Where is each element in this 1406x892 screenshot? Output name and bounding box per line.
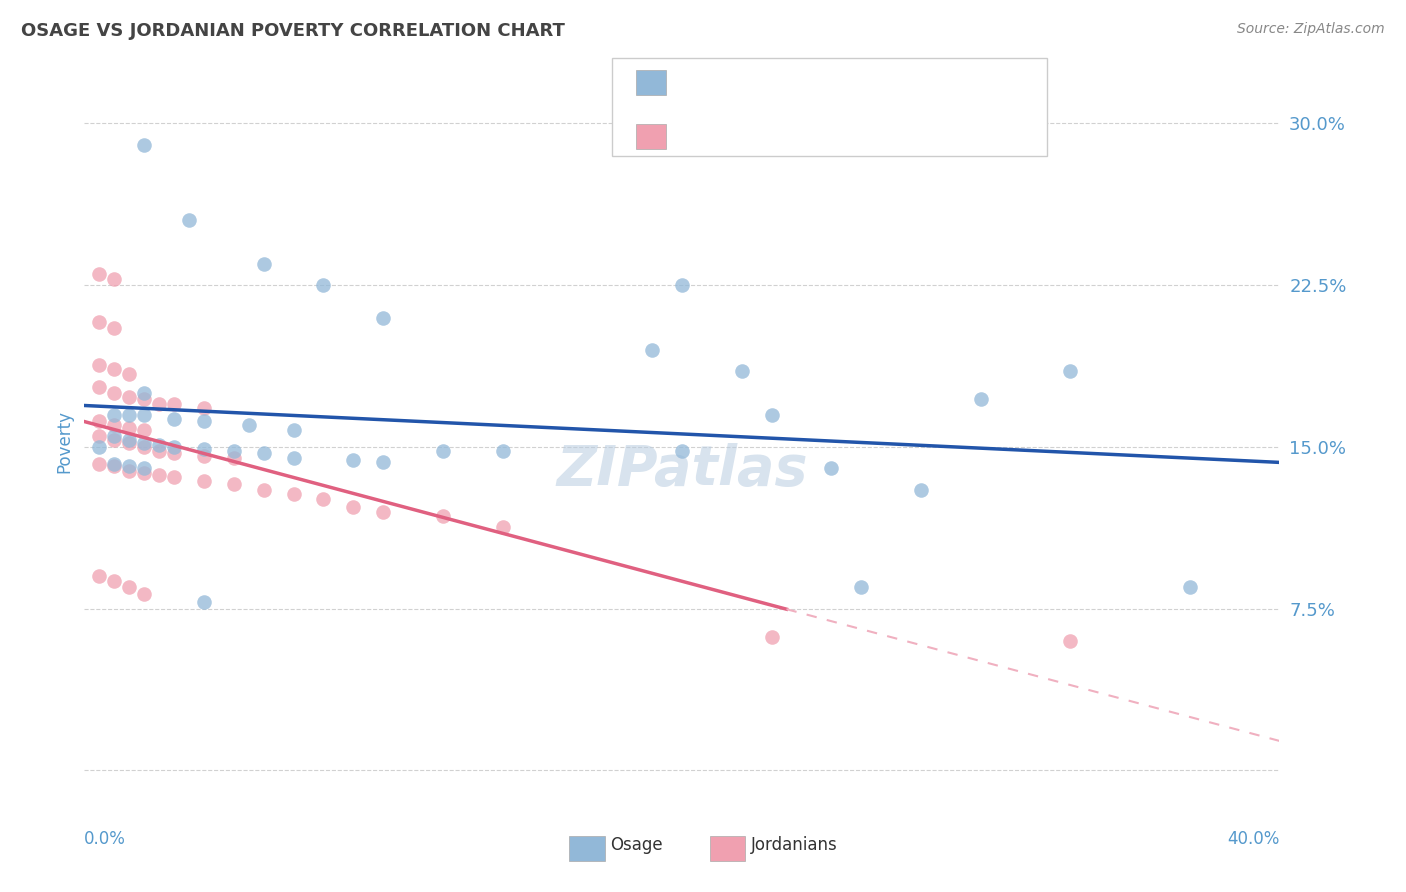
Point (148, 397, 170, 411)
Text: 40.0%: 40.0% (1227, 830, 1279, 847)
Text: OSAGE VS JORDANIAN POVERTY CORRELATION CHART: OSAGE VS JORDANIAN POVERTY CORRELATION C… (21, 22, 565, 40)
Text: Source: ZipAtlas.com: Source: ZipAtlas.com (1237, 22, 1385, 37)
Point (820, 461, 842, 475)
Point (342, 500, 364, 515)
Point (671, 278, 693, 293)
Point (253, 446, 276, 460)
Point (761, 408, 783, 422)
Point (970, 392, 993, 407)
Point (103, 408, 125, 422)
Point (148, 438, 170, 452)
Point (283, 450, 305, 465)
Point (163, 412, 186, 426)
Point (103, 362, 125, 376)
Point (671, 444, 693, 458)
Point (132, 386, 156, 401)
Point (132, 138, 156, 153)
Point (89, 569, 111, 583)
Point (761, 630, 783, 644)
Point (89, 429, 111, 443)
Point (132, 435, 156, 450)
Point (132, 408, 156, 422)
Point (283, 487, 305, 501)
Point (193, 595, 215, 609)
Y-axis label: Poverty: Poverty (55, 410, 73, 473)
Point (641, 343, 664, 357)
Point (492, 444, 515, 458)
Point (89, 440, 111, 454)
Point (118, 434, 141, 448)
Point (103, 574, 125, 588)
Point (177, 213, 200, 227)
Point (103, 418, 125, 433)
Point (222, 476, 245, 491)
Point (89, 358, 111, 372)
Point (118, 367, 141, 381)
Point (132, 423, 156, 437)
Point (89, 315, 111, 329)
Point (118, 390, 141, 404)
Point (342, 453, 364, 467)
Point (312, 278, 335, 293)
Point (222, 450, 245, 465)
Point (1178, 580, 1201, 594)
Point (118, 464, 141, 478)
Point (1059, 364, 1081, 378)
Point (910, 483, 932, 497)
Point (373, 505, 395, 519)
Point (132, 466, 156, 480)
Point (283, 423, 305, 437)
Point (238, 418, 260, 433)
Point (193, 475, 215, 489)
Point (148, 467, 170, 482)
Point (103, 429, 125, 443)
Point (148, 444, 170, 458)
Text: 0.0%: 0.0% (84, 830, 127, 847)
Point (193, 442, 215, 456)
Point (132, 586, 156, 600)
Point (89, 379, 111, 393)
Point (163, 470, 186, 484)
Point (89, 268, 111, 282)
Point (132, 440, 156, 454)
Text: R = -0.240  N = 47: R = -0.240 N = 47 (675, 128, 855, 145)
Point (163, 446, 186, 460)
Text: Osage: Osage (610, 836, 662, 854)
Point (89, 414, 111, 428)
Point (89, 457, 111, 471)
Text: R =   0.161  N = 42: R = 0.161 N = 42 (675, 74, 865, 92)
Point (851, 580, 873, 594)
Point (312, 491, 335, 506)
Point (163, 440, 186, 454)
Point (103, 434, 125, 448)
Point (118, 459, 141, 474)
Point (492, 520, 515, 534)
Point (103, 386, 125, 401)
Point (103, 321, 125, 335)
Point (1059, 634, 1081, 648)
Text: ZIPatlas: ZIPatlas (557, 443, 807, 498)
Point (432, 444, 454, 458)
Point (118, 435, 141, 450)
Point (103, 459, 125, 474)
Point (373, 310, 395, 325)
Point (193, 414, 215, 428)
Point (253, 483, 276, 497)
Point (432, 508, 454, 523)
Text: Jordanians: Jordanians (751, 836, 837, 854)
Point (193, 449, 215, 463)
Point (373, 455, 395, 469)
Point (731, 364, 754, 378)
Point (103, 457, 125, 471)
Point (253, 257, 276, 271)
Point (132, 392, 156, 407)
Point (163, 397, 186, 411)
Point (222, 444, 245, 458)
Point (132, 461, 156, 475)
Point (118, 580, 141, 594)
Point (118, 408, 141, 422)
Point (193, 401, 215, 416)
Point (103, 271, 125, 285)
Point (118, 420, 141, 434)
